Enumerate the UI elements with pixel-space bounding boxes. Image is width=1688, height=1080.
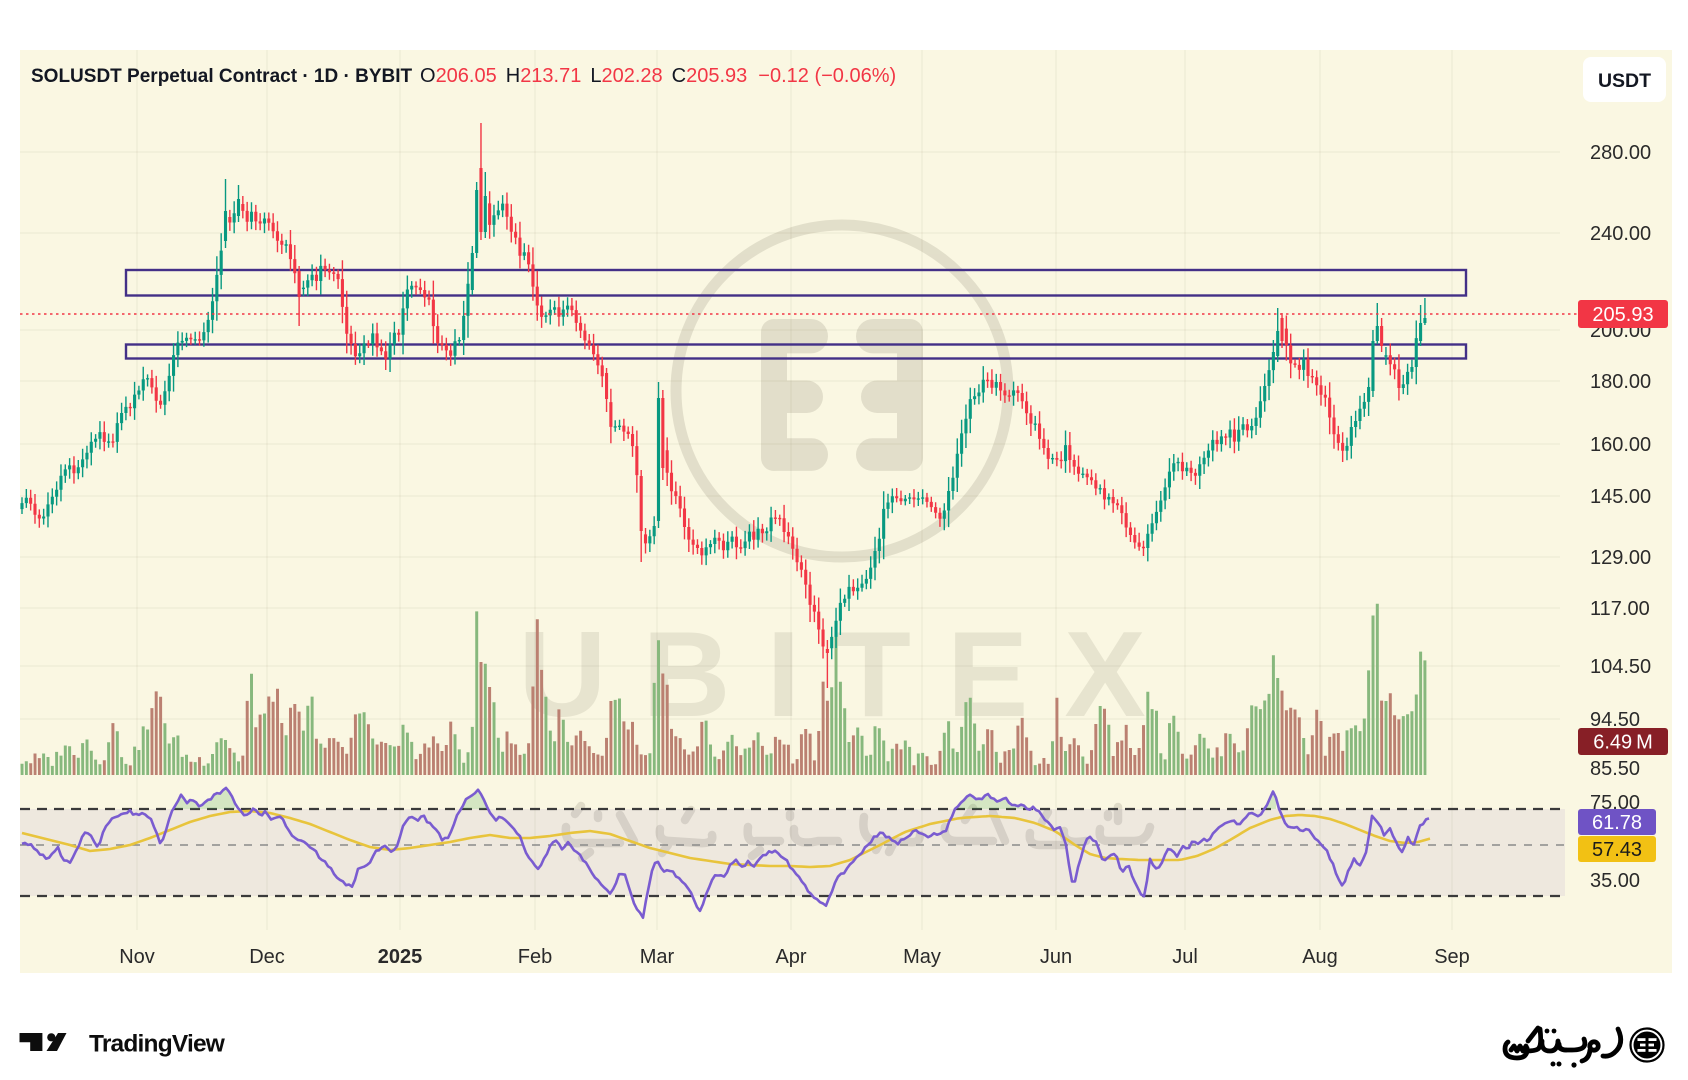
svg-text:Aug: Aug (1302, 946, 1338, 968)
svg-text:75.00: 75.00 (1590, 792, 1640, 814)
svg-text:117.00: 117.00 (1590, 598, 1650, 620)
svg-text:160.00: 160.00 (1590, 434, 1651, 456)
svg-text:Jul: Jul (1172, 946, 1198, 968)
svg-text:280.00: 280.00 (1590, 142, 1651, 164)
svg-text:6.49 M: 6.49 M (1593, 732, 1653, 754)
svg-text:Nov: Nov (119, 946, 155, 968)
svg-text:94.50: 94.50 (1590, 709, 1640, 731)
svg-text:85.50: 85.50 (1590, 758, 1640, 780)
svg-text:2025: 2025 (378, 946, 423, 968)
svg-text:104.50: 104.50 (1590, 656, 1651, 678)
svg-text:57.43: 57.43 (1592, 839, 1642, 861)
svg-text:Sep: Sep (1434, 946, 1470, 968)
svg-text:Feb: Feb (518, 946, 552, 968)
svg-text:145.00: 145.00 (1590, 486, 1651, 508)
svg-text:240.00: 240.00 (1590, 223, 1651, 245)
svg-text:SOLUSDT Perpetual Contract · 1: SOLUSDT Perpetual Contract · 1D · BYBIT (31, 66, 412, 87)
svg-text:205.93: 205.93 (1592, 304, 1653, 326)
svg-text:UBITEX: UBITEX (518, 606, 1181, 742)
svg-text:61.78: 61.78 (1592, 812, 1642, 834)
svg-text:Apr: Apr (775, 946, 806, 968)
svg-text:Dec: Dec (249, 946, 285, 968)
svg-text:35.00: 35.00 (1590, 870, 1640, 892)
svg-text:Mar: Mar (640, 946, 675, 968)
svg-text:Jun: Jun (1040, 946, 1072, 968)
svg-text:129.00: 129.00 (1590, 547, 1651, 569)
svg-text:USDT: USDT (1598, 70, 1651, 92)
svg-text:180.00: 180.00 (1590, 371, 1651, 393)
svg-text:May: May (903, 946, 941, 968)
svg-text:TradingView: TradingView (89, 1031, 226, 1058)
